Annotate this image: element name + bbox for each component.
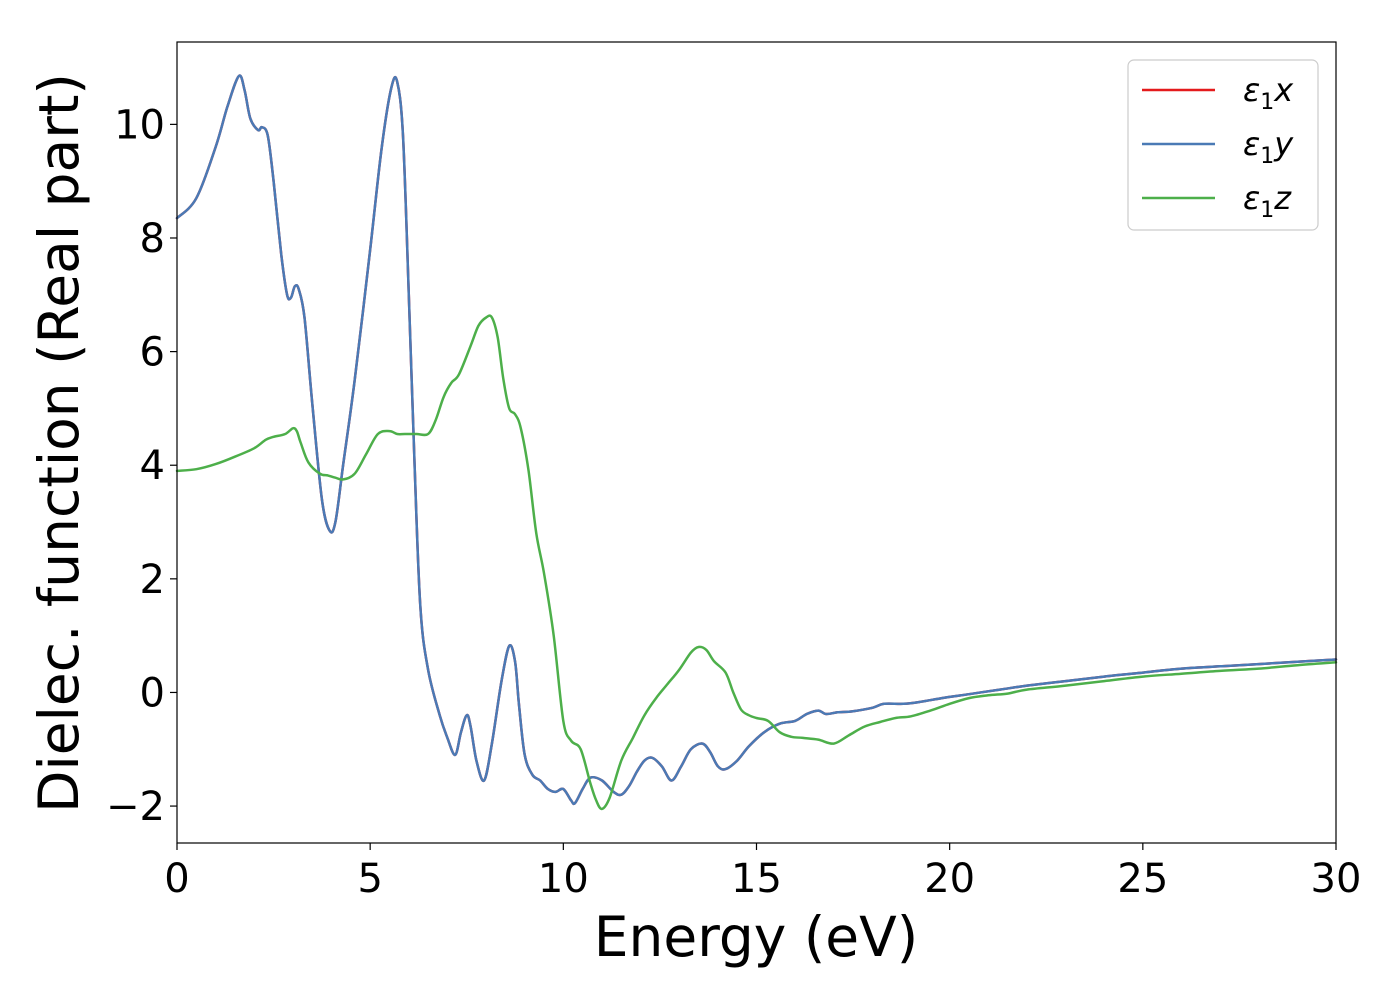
- x-tick-label: 5: [357, 856, 382, 902]
- x-tick-label: 25: [1117, 856, 1168, 902]
- x-tick-label: 10: [538, 856, 589, 902]
- x-axis-title: Energy (eV): [594, 905, 918, 969]
- series-line-z: [175, 314, 1338, 811]
- y-tick-label: 8: [140, 216, 165, 262]
- x-axis-ticks: 0 5 10 15 20 25 30: [164, 843, 1361, 902]
- legend-box: [1127, 59, 1319, 231]
- legend: ε1x ε1y ε1z: [1127, 59, 1319, 231]
- x-tick-label: 15: [731, 856, 782, 902]
- y-axis-title: Dielec. function (Real part): [27, 73, 91, 813]
- series-line-y: [175, 74, 1338, 806]
- y-tick-label: 0: [140, 670, 165, 716]
- legend-label-x: ε1x: [1243, 71, 1294, 115]
- y-tick-label: 6: [140, 330, 165, 376]
- legend-label-y: ε1y: [1243, 125, 1294, 169]
- y-tick-label: −2: [106, 784, 165, 830]
- x-tick-label: 0: [164, 856, 189, 902]
- x-tick-label: 30: [1311, 856, 1362, 902]
- y-tick-label: 4: [140, 443, 165, 489]
- x-tick-label: 20: [924, 856, 975, 902]
- series-layer: [175, 74, 1338, 811]
- y-axis-ticks: −2 0 2 4 6 8 10: [106, 102, 177, 830]
- y-tick-label: 10: [114, 102, 165, 148]
- y-tick-label: 2: [140, 557, 165, 603]
- legend-label-z: ε1z: [1243, 179, 1292, 223]
